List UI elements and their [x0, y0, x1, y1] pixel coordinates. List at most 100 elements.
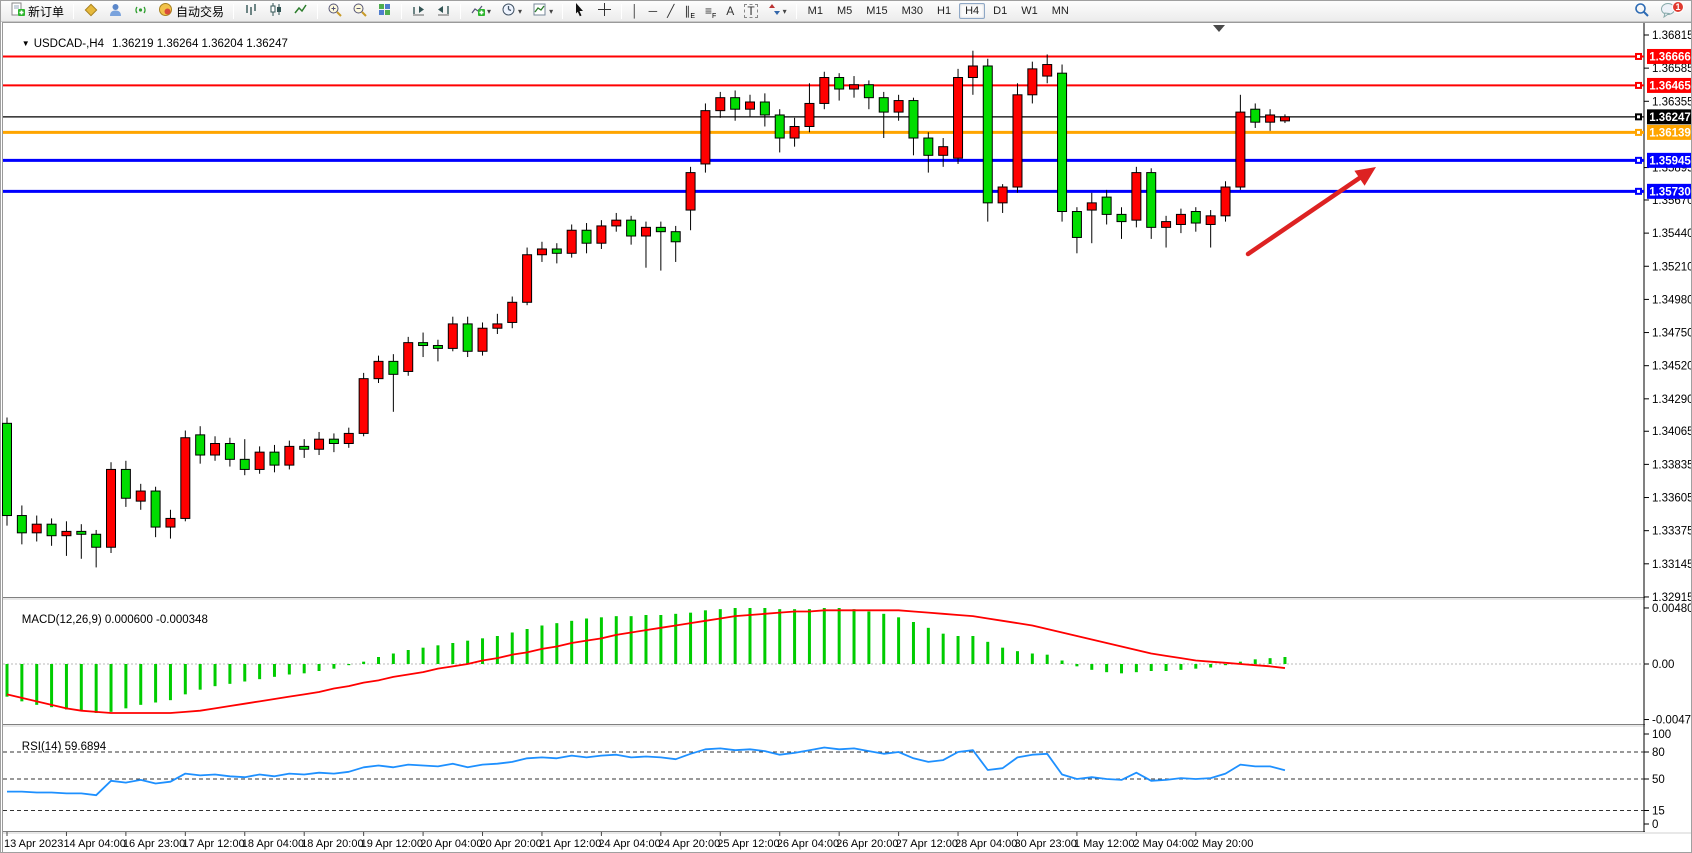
price-label-box [1647, 124, 1691, 140]
macd-indicator-label: MACD(12,26,9) 0.000600 -0.000348 [9, 602, 208, 638]
trendline-tool[interactable]: ╱ [663, 2, 678, 21]
time-tick-label: 28 Apr 04:00 [955, 838, 1017, 850]
candle-body [700, 110, 711, 165]
candle-body [210, 442, 221, 456]
candle-body [982, 65, 993, 204]
price-tick-label: 1.34290 [1652, 394, 1692, 406]
autoscroll-button[interactable] [407, 2, 430, 21]
cursor-arrow-icon [572, 2, 587, 20]
candle-body [923, 137, 934, 156]
candle-body [849, 84, 860, 90]
price-line-boxes: 1.36666 1.36465 1.36139 1.35945 1.35730 1.362… [1635, 48, 1691, 199]
signals-button[interactable] [129, 2, 152, 21]
toolbar-separator [317, 3, 319, 19]
time-tick-label: 30 Apr 23:00 [1014, 838, 1076, 850]
equidistant-channel-tool[interactable]: ∥ E [680, 2, 699, 21]
signal-waves-icon [133, 2, 148, 20]
chart-candles-button[interactable] [264, 2, 287, 21]
timeframe-bar: M1 M5 M15 M30 H1 H4 D1 W1 MN [801, 3, 1076, 19]
indicator-axis-label: 80 [1652, 747, 1665, 759]
indicators-button[interactable]: ▾ [466, 2, 495, 21]
template-icon [532, 2, 547, 20]
candle-body [522, 254, 533, 303]
candle-body [492, 323, 503, 329]
price-tick-label: 1.33835 [1652, 459, 1692, 471]
candle-body [180, 437, 191, 519]
time-tick-label: 17 Apr 12:00 [182, 838, 244, 850]
text-tool[interactable]: A [722, 2, 738, 21]
candle-body [670, 231, 681, 243]
new-order-button[interactable]: 新订单 [6, 2, 68, 21]
fibonacci-tool[interactable]: ≡ F [701, 2, 720, 21]
autotrading-button[interactable]: 自动交易 [154, 2, 228, 21]
search-button[interactable] [1630, 2, 1654, 21]
toolbar-separator [73, 3, 75, 19]
candle-body [447, 323, 458, 349]
chart-title: ▼ USDCAD-,H4 1.36219 1.36264 1.36204 1.362… [9, 26, 288, 62]
time-tick-label: 14 Apr 04:00 [63, 838, 125, 850]
candle-body [2, 422, 12, 517]
price-tick-label: 1.35440 [1652, 228, 1692, 240]
candle-body [462, 323, 473, 352]
tf-button-D1[interactable]: D1 [993, 5, 1008, 17]
candle-body [135, 490, 146, 502]
chart-bars-button[interactable] [239, 2, 262, 21]
time-tick-label: 18 Apr 04:00 [242, 838, 304, 850]
person-icon [108, 2, 123, 20]
price-label-text: 1.36247 [1649, 112, 1691, 124]
tf-button-M15[interactable]: M15 [866, 5, 888, 17]
fibonacci-icon: ≡ [705, 4, 713, 18]
templates-button[interactable]: ▾ [528, 2, 557, 21]
candle-body [1161, 221, 1172, 228]
crosshair-icon [597, 2, 612, 20]
time-tick-label: 26 Apr 20:00 [836, 838, 898, 850]
tf-button-H1[interactable]: H1 [937, 5, 952, 17]
tf-button-M1[interactable]: M1 [807, 5, 823, 17]
tile-windows-button[interactable] [373, 2, 396, 21]
price-tick-label: 1.36585 [1652, 63, 1692, 75]
periods-button[interactable]: ▾ [497, 2, 526, 21]
candle-body [1205, 215, 1216, 225]
candle-body [536, 248, 547, 256]
one-click-collapse-icon[interactable]: ▼ [21, 39, 30, 48]
community-button[interactable] [104, 2, 127, 21]
chart-line-button[interactable] [289, 2, 312, 21]
indicator-axis-label: -0.004758 [1652, 715, 1692, 727]
tile-windows-icon [377, 2, 392, 20]
metaeditor-button[interactable] [79, 2, 102, 21]
price-tick-label: 1.34065 [1652, 426, 1692, 438]
text-label-tool[interactable]: T [740, 2, 761, 21]
cursor-button[interactable] [568, 2, 591, 21]
vertical-line-tool[interactable]: │ [627, 2, 643, 21]
candle-body [953, 77, 964, 159]
chart-shift-button[interactable] [432, 2, 455, 21]
indicator-axis-label: 0.00 [1652, 659, 1674, 671]
time-tick-label: 26 Apr 04:00 [777, 838, 839, 850]
arrows-tool[interactable]: ▾ [764, 2, 791, 21]
candlestick-chart-icon [268, 2, 283, 20]
candle-body [46, 523, 57, 537]
tf-button-H4[interactable]: H4 [959, 3, 986, 19]
toolbar-separator [460, 3, 462, 19]
price-label-text: 1.36139 [1649, 127, 1691, 139]
chart-shift-marker[interactable] [1213, 25, 1225, 32]
trend-arrow-annotation[interactable] [1245, 167, 1376, 257]
zoom-out-button[interactable] [348, 2, 371, 21]
candle-body [581, 229, 592, 244]
price-label-box [1647, 77, 1691, 93]
tf-button-W1[interactable]: W1 [1021, 5, 1038, 17]
tf-button-MN[interactable]: MN [1051, 5, 1069, 17]
crosshair-button[interactable] [593, 2, 616, 21]
tf-button-M5[interactable]: M5 [836, 5, 853, 17]
chat-button[interactable]: 1 [1656, 1, 1684, 21]
candle-body [150, 490, 161, 528]
tf-button-M30[interactable]: M30 [901, 5, 924, 17]
candle-body [730, 97, 741, 110]
candle-body [640, 226, 651, 237]
horizontal-line-tool[interactable]: ─ [645, 2, 662, 21]
zoom-in-button[interactable] [323, 2, 346, 21]
candle-body [834, 77, 845, 90]
